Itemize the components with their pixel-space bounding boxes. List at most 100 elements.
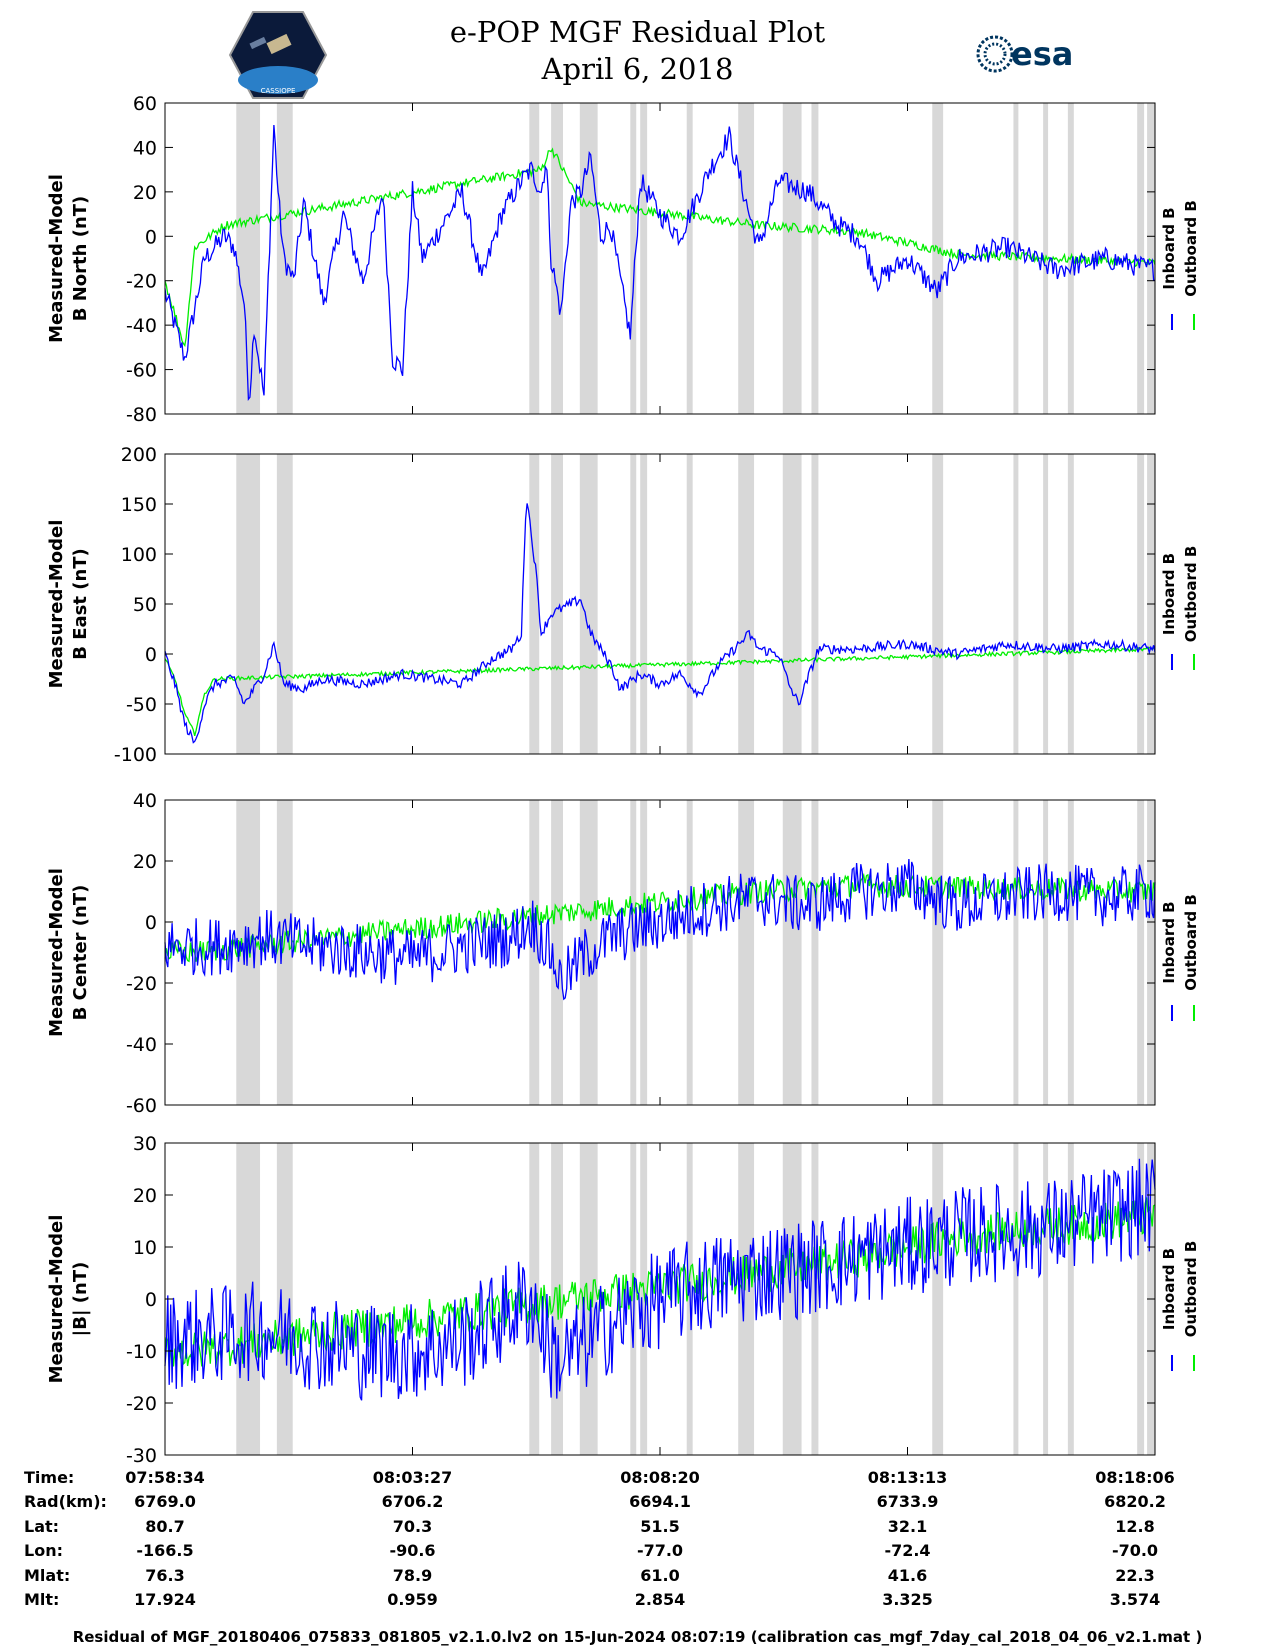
ephemeris-value: 08:13:13: [867, 1468, 948, 1487]
ephemeris-value: 32.1: [887, 1517, 928, 1536]
y-tick-label: 60: [133, 93, 157, 115]
gap-band: [579, 103, 598, 414]
gap-band: [1147, 800, 1155, 1105]
ephemeris-value: 61.0: [640, 1566, 680, 1585]
gap-band: [529, 103, 540, 414]
gap-band: [811, 800, 819, 1105]
ephemeris-value: 22.3: [1115, 1566, 1155, 1585]
ephemeris-value: 2.854: [634, 1590, 686, 1609]
gap-band: [1137, 454, 1145, 754]
y-axis-label: B North (nT): [70, 196, 91, 322]
gap-band: [1067, 454, 1074, 754]
ephemeris-value: 08:18:06: [1095, 1468, 1175, 1487]
y-tick-label: -20: [126, 973, 157, 995]
footer-caption: Residual of MGF_20180406_075833_081805_v…: [72, 1628, 1203, 1646]
ephemeris-value: 6706.2: [381, 1492, 444, 1511]
gap-band: [1043, 454, 1049, 754]
legend-outboard-label: Outboard B: [1182, 200, 1200, 297]
gap-band: [932, 103, 944, 414]
series-line-outboard: [164, 646, 1156, 736]
legend-outboard-label: Outboard B: [1182, 1241, 1200, 1338]
plot-date: April 6, 2018: [541, 52, 734, 86]
panel-1: 60 40 20 0 -20 -40 -60 -80 Measured-Model B North…: [46, 93, 1200, 426]
gap-band: [686, 454, 693, 754]
gap-band: [640, 454, 648, 754]
legend-outboard-label: Outboard B: [1182, 894, 1200, 991]
ephemeris-value: 3.325: [882, 1590, 933, 1609]
ephemeris-value: 51.5: [640, 1517, 680, 1536]
y-tick-label: -30: [126, 1445, 157, 1467]
y-axis-label: B Center (nT): [70, 885, 91, 1021]
y-tick-label: 0: [145, 226, 157, 248]
plot-title: e-POP MGF Residual Plot: [449, 15, 826, 49]
y-tick-label: 20: [133, 1185, 157, 1207]
gap-band: [782, 800, 802, 1105]
gap-band: [276, 454, 293, 754]
gap-band: [236, 1143, 261, 1455]
gap-band: [579, 1143, 598, 1455]
y-axis-label: Measured-Model: [46, 868, 67, 1037]
gap-band: [579, 800, 598, 1105]
y-axis-label: Measured-Model: [46, 1215, 67, 1384]
ephemeris-row-label: Mlat:: [24, 1566, 71, 1585]
y-axis-label: Measured-Model: [46, 520, 67, 689]
y-tick-label: 30: [133, 1133, 157, 1155]
y-tick-label: -40: [126, 315, 157, 337]
ephemeris-value: 17.924: [134, 1590, 196, 1609]
series-line-inboard: [164, 858, 1156, 1001]
y-tick-label: 100: [121, 544, 157, 566]
gap-band: [630, 800, 637, 1105]
gap-band: [1013, 1143, 1019, 1455]
ephemeris-row-label: Time:: [24, 1468, 75, 1487]
gap-band: [579, 454, 598, 754]
gap-band: [1137, 1143, 1145, 1455]
gap-band: [811, 103, 819, 414]
y-tick-label: -10: [126, 1341, 157, 1363]
legend-inboard-label: Inboard B: [1160, 1248, 1178, 1330]
legend-inboard-label: Inboard B: [1160, 207, 1178, 289]
ephemeris-value: -77.0: [636, 1541, 684, 1560]
ephemeris-value: 6769.0: [134, 1492, 196, 1511]
gap-band: [1043, 1143, 1049, 1455]
gap-band: [630, 103, 637, 414]
legend-outboard-label: Outboard B: [1182, 546, 1200, 643]
esa-logo-text: esa: [1011, 35, 1073, 73]
gap-band: [630, 454, 637, 754]
ephemeris-value: 41.6: [887, 1566, 928, 1585]
ephemeris-value: 70.3: [392, 1517, 433, 1536]
ephemeris-value: 6733.9: [876, 1492, 939, 1511]
title-block: e-POP MGF Residual Plot April 6, 2018: [0, 14, 1275, 88]
y-axis-label: Measured-Model: [46, 174, 67, 343]
gap-band: [932, 800, 944, 1105]
ephemeris-value: 12.8: [1115, 1517, 1155, 1536]
gap-band: [686, 103, 693, 414]
gap-band: [738, 1143, 755, 1455]
ephemeris-value: 6820.2: [1104, 1492, 1166, 1511]
gap-band: [529, 454, 540, 754]
gap-band: [738, 800, 755, 1105]
ephemeris-value: 6694.1: [629, 1492, 691, 1511]
cassiope-logo-text: CASSIOPE: [261, 87, 296, 95]
y-tick-label: 0: [145, 644, 157, 666]
legend-inboard-label: Inboard B: [1160, 901, 1178, 983]
esa-logo: esa: [976, 35, 1073, 73]
ephemeris-value: -166.5: [136, 1541, 194, 1560]
gap-band: [811, 454, 819, 754]
y-tick-label: 40: [133, 790, 157, 812]
y-tick-label: 200: [121, 444, 157, 466]
panel-2: 200 150 100 50 0 -50 -100 Measured-Model B East …: [46, 444, 1200, 766]
gap-band: [1137, 800, 1145, 1105]
ephemeris-row-label: Mlt:: [24, 1590, 60, 1609]
series-line-inboard: [164, 1158, 1156, 1401]
series-line-inboard: [164, 124, 1156, 401]
ephemeris-value: 78.9: [392, 1566, 433, 1585]
ephemeris-row-label: Lon:: [24, 1541, 63, 1560]
legend-inboard-label: Inboard B: [1160, 553, 1178, 635]
y-tick-label: 50: [133, 594, 157, 616]
gap-band: [782, 454, 802, 754]
y-tick-label: 0: [145, 1289, 157, 1311]
ephemeris-value: -72.4: [884, 1541, 931, 1560]
ephemeris-value: 08:03:27: [372, 1468, 453, 1487]
y-axis-label: |B| (nT): [70, 1262, 91, 1337]
